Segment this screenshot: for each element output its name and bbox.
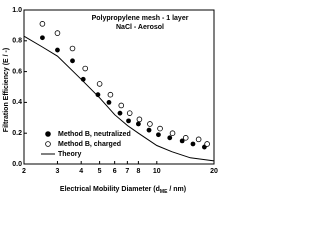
point xyxy=(95,92,101,98)
legend-label: Method B, charged xyxy=(58,141,121,148)
x-tick-label: 7 xyxy=(125,168,129,175)
point xyxy=(147,121,153,127)
point xyxy=(126,118,131,124)
legend-marker xyxy=(45,131,51,137)
point xyxy=(167,135,173,141)
point xyxy=(136,116,143,123)
point xyxy=(146,127,152,133)
point xyxy=(204,141,210,147)
annotation: NaCl - Aerosol xyxy=(116,24,164,31)
x-tick-label: 2 xyxy=(22,168,26,175)
point xyxy=(54,30,61,36)
chart: Filtration Efficiency (E / -) 0.0 0.2 0.4 0… xyxy=(3,7,218,195)
legend-label: Method B, neutralized xyxy=(58,131,131,138)
point xyxy=(169,130,176,137)
x-axis-label: Electrical Mobility Diameter (dME / nm) xyxy=(60,186,186,195)
y-tick-label: 0.2 xyxy=(12,130,22,137)
point xyxy=(195,136,202,143)
point xyxy=(70,58,75,64)
point xyxy=(96,81,103,87)
point xyxy=(157,125,163,132)
x-tick-label: 20 xyxy=(210,168,218,175)
point xyxy=(106,100,112,105)
y-axis-label: Filtration Efficiency (E / -) xyxy=(3,48,10,132)
point xyxy=(190,141,196,147)
x-tick-label: 10 xyxy=(153,168,161,175)
plot-frame xyxy=(23,9,215,165)
annotation: Polypropylene mesh - 1 layer xyxy=(92,15,189,22)
x-axis-label-part: ME xyxy=(160,189,168,195)
point xyxy=(39,21,46,27)
theory-line xyxy=(23,35,215,162)
y-tick-label: 1.0 xyxy=(12,7,22,14)
point xyxy=(156,132,161,138)
point xyxy=(117,110,123,116)
y-tick-label: 0.8 xyxy=(12,38,22,45)
point xyxy=(179,138,185,144)
point xyxy=(107,91,114,98)
y-tick-label: 0.4 xyxy=(12,99,22,106)
point xyxy=(135,121,141,127)
y-tick-label: 0.0 xyxy=(12,161,22,168)
point xyxy=(182,135,189,141)
legend-label: Theory xyxy=(58,151,81,158)
point xyxy=(118,102,125,109)
point xyxy=(126,110,133,116)
x-tick-label: 6 xyxy=(113,168,117,175)
x-tick-label: 4 xyxy=(79,168,83,175)
x-tick-label: 3 xyxy=(56,168,60,175)
point xyxy=(69,45,76,52)
x-axis-label-part: Electrical Mobility Diameter (d xyxy=(60,186,160,193)
x-tick-label: 8 xyxy=(136,168,140,175)
point xyxy=(82,65,89,72)
point xyxy=(40,35,45,41)
x-axis-label-part: / nm) xyxy=(167,186,186,193)
x-tick-label: 5 xyxy=(98,168,102,175)
point xyxy=(55,47,60,53)
y-tick-label: 0.6 xyxy=(12,68,22,75)
legend-marker xyxy=(45,141,51,147)
